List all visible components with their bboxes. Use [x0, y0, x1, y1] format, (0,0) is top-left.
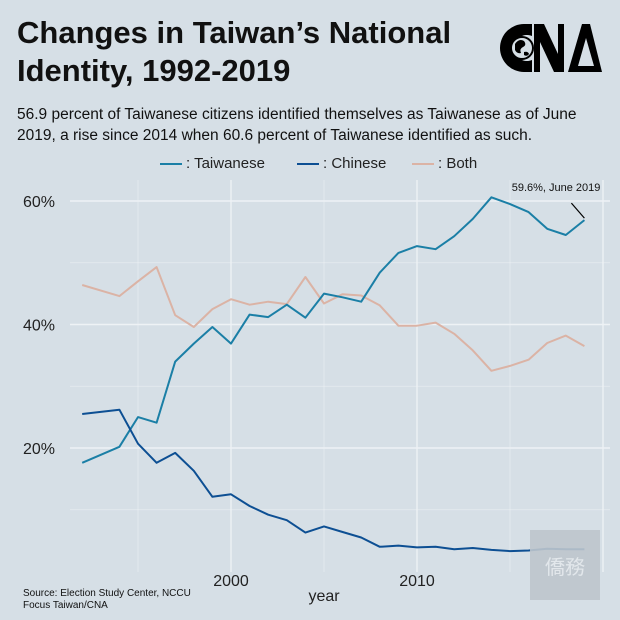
- watermark: 僑務: [530, 530, 600, 600]
- legend-label: : Both: [438, 155, 478, 172]
- legend-swatch: [160, 162, 182, 165]
- cna-logo: [500, 24, 602, 72]
- series-line-both: [81, 266, 585, 372]
- watermark-text: 僑務: [545, 556, 585, 579]
- source-note: Source: Election Study Center, NCCU Focu…: [23, 588, 191, 612]
- legend-label: : Chinese: [323, 155, 387, 172]
- annotation-leader: [570, 202, 585, 219]
- legend-item-both: : Both: [412, 155, 477, 172]
- legend-swatch: [412, 162, 434, 165]
- x-axis-label: year: [308, 588, 340, 605]
- annotation-label: 59.6%, June 2019: [512, 182, 601, 194]
- series-line-taiwanese: [81, 196, 586, 464]
- series-line-chinese: [82, 408, 585, 553]
- x-tick-label: 2000: [213, 573, 249, 590]
- legend-label: : Taiwanese: [186, 155, 265, 172]
- legend: : Taiwanese : Chinese : Both: [0, 155, 620, 175]
- y-tick-label: 40%: [23, 318, 55, 335]
- credit-line: Focus Taiwan/CNA: [23, 600, 108, 611]
- chart-subtitle: 56.9 percent of Taiwanese citizens ident…: [17, 106, 577, 144]
- y-tick-label: 60%: [23, 194, 55, 211]
- source-line: Source: Election Study Center, NCCU: [23, 588, 191, 599]
- legend-item-chinese: : Chinese: [297, 155, 386, 172]
- chart-title: Changes in Taiwan’s National Identity, 1…: [17, 15, 452, 88]
- legend-item-taiwanese: : Taiwanese: [160, 155, 265, 172]
- x-tick-label: 2010: [399, 573, 435, 590]
- y-tick-label: 20%: [23, 441, 55, 458]
- legend-swatch: [297, 162, 319, 165]
